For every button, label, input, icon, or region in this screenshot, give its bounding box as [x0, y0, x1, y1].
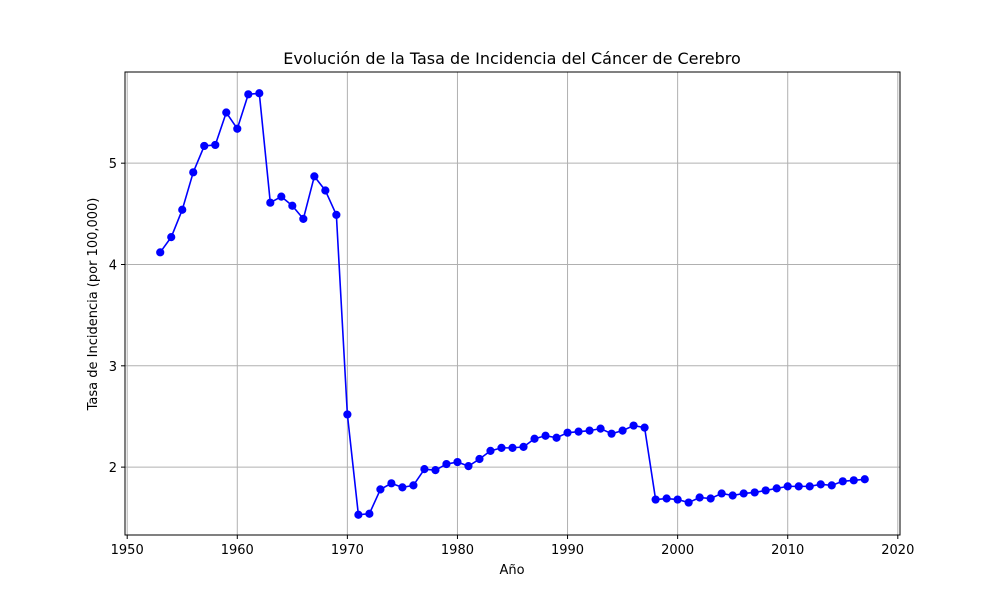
- x-tick-label: 2000: [661, 543, 694, 558]
- x-tick-label: 1970: [331, 543, 364, 558]
- data-point: [376, 485, 385, 494]
- x-tick-label: 1950: [111, 543, 144, 558]
- data-point: [167, 233, 176, 242]
- data-point: [563, 428, 572, 437]
- data-point: [200, 141, 209, 151]
- data-point: [651, 495, 660, 504]
- data-point: [244, 90, 253, 99]
- data-point: [266, 198, 275, 207]
- data-point: [673, 495, 682, 504]
- x-tick-label: 1960: [221, 543, 254, 558]
- y-tick-label: 2: [109, 461, 117, 476]
- data-point: [431, 466, 440, 475]
- data-point: [464, 462, 473, 471]
- data-point: [552, 433, 561, 442]
- y-axis-label: Tasa de Incidencia (por 100,000): [86, 198, 101, 412]
- data-point: [156, 248, 165, 257]
- data-point: [585, 426, 594, 435]
- data-point: [816, 480, 825, 489]
- data-point: [211, 140, 220, 150]
- data-point: [387, 479, 396, 488]
- x-tick-label: 1990: [551, 543, 584, 558]
- data-point: [640, 423, 649, 432]
- data-point: [332, 210, 341, 219]
- data-point: [530, 434, 539, 443]
- grid-lines: [125, 72, 900, 535]
- data-point: [618, 426, 627, 435]
- data-point: [739, 489, 748, 498]
- y-tick-label: 3: [109, 360, 117, 375]
- data-point: [717, 489, 726, 498]
- data-point: [838, 477, 847, 486]
- data-point: [706, 494, 715, 503]
- data-point: [662, 494, 671, 503]
- data-point: [629, 421, 638, 430]
- plot-frame: [124, 71, 901, 536]
- data-point: [255, 89, 264, 98]
- data-point: [178, 205, 187, 214]
- data-point: [607, 429, 616, 438]
- data-point: [596, 424, 605, 433]
- data-point: [783, 482, 792, 491]
- data-point: [805, 482, 814, 491]
- data-point: [453, 457, 462, 467]
- data-point: [189, 168, 198, 177]
- data-point: [497, 443, 506, 452]
- data-point: [794, 482, 803, 491]
- data-point: [849, 476, 858, 485]
- data-point: [277, 192, 286, 201]
- data-point: [233, 124, 242, 133]
- data-point: [288, 201, 297, 210]
- data-point: [574, 427, 583, 436]
- data-point: [695, 493, 704, 502]
- data-point: [343, 410, 352, 419]
- data-point: [222, 108, 231, 117]
- x-axis-label: Año: [499, 563, 524, 578]
- data-point: [541, 431, 550, 440]
- x-tick-label: 2020: [881, 543, 914, 558]
- data-point: [442, 459, 451, 469]
- data-point: [299, 214, 308, 224]
- chart-title: Evolución de la Tasa de Incidencia del C…: [283, 49, 741, 68]
- data-point: [409, 481, 418, 490]
- data-point: [365, 509, 374, 518]
- axis-ticks: 1950 1960 1970 1980 1990 2000 2010 2020 2 3 4 5: [109, 157, 915, 558]
- series-incidence: [156, 89, 869, 519]
- data-point: [684, 498, 693, 507]
- x-tick-label: 2010: [771, 543, 804, 558]
- data-point: [508, 443, 517, 452]
- data-point: [761, 486, 770, 495]
- y-tick-label: 4: [109, 258, 117, 273]
- data-point: [519, 442, 528, 451]
- data-point: [772, 484, 781, 493]
- data-point: [321, 186, 330, 195]
- data-point: [486, 446, 495, 456]
- data-point: [354, 510, 363, 519]
- data-point: [420, 465, 429, 474]
- data-point: [728, 491, 737, 500]
- data-point: [310, 172, 319, 181]
- data-point: [750, 488, 759, 497]
- y-tick-label: 5: [109, 157, 117, 172]
- x-tick-label: 1980: [441, 543, 474, 558]
- data-point: [827, 481, 836, 490]
- data-point: [860, 475, 869, 484]
- data-point: [398, 483, 407, 492]
- data-point: [475, 454, 484, 464]
